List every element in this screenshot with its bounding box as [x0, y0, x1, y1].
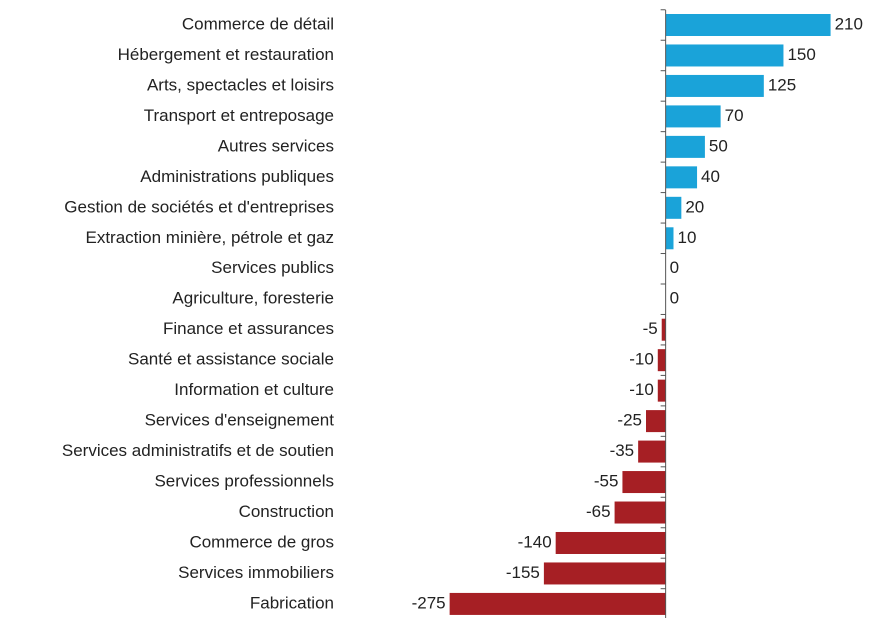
- bar: [661, 318, 666, 341]
- value-label: 20: [685, 197, 704, 216]
- value-label: -65: [586, 502, 611, 521]
- category-label: Services professionnels: [154, 472, 334, 491]
- category-label: Commerce de détail: [182, 14, 334, 33]
- value-label: -10: [629, 350, 654, 369]
- value-label: -35: [610, 441, 635, 460]
- bar: [665, 166, 698, 189]
- bar: [665, 14, 831, 36]
- value-label: 70: [725, 106, 744, 125]
- bar: [638, 440, 666, 463]
- bar: [665, 135, 705, 158]
- category-label: Transport et entreposage: [144, 106, 334, 125]
- bar: [665, 44, 784, 67]
- bar: [665, 227, 674, 250]
- bar: [665, 105, 721, 128]
- category-label: Autres services: [218, 136, 334, 155]
- category-label: Fabrication: [250, 593, 334, 612]
- category-label: Services administratifs et de soutien: [62, 441, 334, 460]
- category-label: Extraction minière, pétrole et gaz: [85, 228, 334, 247]
- category-label: Construction: [239, 502, 334, 521]
- value-label: 40: [701, 167, 720, 186]
- category-label: Services immobiliers: [178, 563, 334, 582]
- category-label: Hébergement et restauration: [118, 45, 334, 64]
- value-label: -25: [617, 411, 642, 430]
- value-label: 10: [677, 228, 696, 247]
- value-label: -155: [506, 563, 540, 582]
- category-label: Administrations publiques: [140, 167, 334, 186]
- bar: [622, 471, 666, 494]
- value-label: -140: [518, 532, 552, 551]
- bar: [555, 531, 666, 554]
- category-label: Commerce de gros: [189, 532, 334, 551]
- category-label: Santé et assistance sociale: [128, 350, 334, 369]
- category-label: Arts, spectacles et loisirs: [147, 75, 334, 94]
- value-label: -5: [643, 319, 658, 338]
- bar: [665, 74, 764, 97]
- value-label: 125: [768, 75, 796, 94]
- value-label: 50: [709, 136, 728, 155]
- bar: [646, 410, 666, 433]
- value-label: -275: [412, 593, 446, 612]
- category-label: Gestion de sociétés et d'entreprises: [64, 197, 334, 216]
- category-label: Services d'enseignement: [145, 411, 335, 430]
- bar: [543, 562, 666, 585]
- value-label: -10: [629, 380, 654, 399]
- bar: [665, 196, 682, 219]
- category-label: Information et culture: [174, 380, 334, 399]
- bar: [657, 349, 666, 372]
- value-label: 210: [835, 14, 863, 33]
- bar: [449, 592, 666, 615]
- category-label: Agriculture, foresterie: [172, 289, 334, 308]
- value-label: -55: [594, 472, 619, 491]
- bar: [614, 501, 666, 524]
- value-label: 150: [787, 45, 815, 64]
- bar: [657, 379, 666, 402]
- value-label: 0: [670, 289, 679, 308]
- value-label: 0: [670, 258, 679, 277]
- category-label: Services publics: [211, 258, 334, 277]
- category-label: Finance et assurances: [163, 319, 334, 338]
